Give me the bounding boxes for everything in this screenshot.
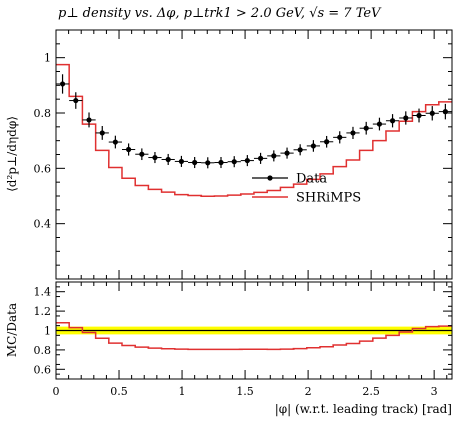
y-tick-label: 0.6 xyxy=(34,162,52,175)
ratio-y-tick-label: 1.2 xyxy=(34,305,52,318)
main-y-axis-label: ⟨d²p⊥/dηdφ⟩ xyxy=(5,116,19,192)
data-point xyxy=(403,115,409,121)
legend-label-shrimps: SHRiMPS xyxy=(296,191,361,206)
data-point xyxy=(86,117,92,123)
data-point xyxy=(205,160,211,166)
x-tick-label: 0.5 xyxy=(110,385,128,398)
x-tick-label: 3 xyxy=(431,385,438,398)
main-panel: 0.4 0.6 0.8 1 Data SHRiMPS ⟨d²p⊥/dηdφ⟩ xyxy=(5,29,453,280)
y-tick-label: 1 xyxy=(44,52,51,65)
data-point xyxy=(192,159,198,166)
data-series-group xyxy=(56,74,452,169)
data-point xyxy=(139,151,145,157)
data-point xyxy=(429,110,435,116)
x-tick-label: 0 xyxy=(53,385,60,398)
data-point xyxy=(73,97,79,104)
data-point xyxy=(257,155,264,161)
data-point xyxy=(126,146,132,153)
legend-label-data: Data xyxy=(296,172,327,187)
data-point xyxy=(218,159,224,166)
legend: Data SHRiMPS xyxy=(252,172,361,206)
data-point xyxy=(112,139,118,145)
data-point xyxy=(231,159,237,165)
data-point xyxy=(59,81,66,87)
ratio-y-tick-label: 0.8 xyxy=(34,344,52,357)
ratio-panel: 0.6 0.8 1 1.2 1.4 0 0.5 1 1.5 2 2.5 3 MC/Data |φ| … xyxy=(5,30,453,416)
chart-title: p⊥ density vs. Δφ, p⊥trk1 > 2.0 GeV, √s … xyxy=(58,6,382,21)
ratio-line-shrimps xyxy=(56,321,452,351)
main-y-label: ⟨d²p⊥/dηdφ⟩ xyxy=(5,116,19,192)
ratio-plot-frame xyxy=(55,281,453,380)
y-tick-label: 0.4 xyxy=(34,218,52,231)
ratio-y-tick-label: 1.4 xyxy=(34,286,52,299)
data-point xyxy=(350,130,356,136)
x-tick-label: 2.5 xyxy=(362,385,380,398)
ratio-y-label: MC/Data xyxy=(5,303,19,357)
data-point xyxy=(178,158,185,165)
main-y-ticks: 0.4 0.6 0.8 1 xyxy=(34,43,452,266)
data-point xyxy=(416,112,422,119)
mc-series-group xyxy=(56,63,452,198)
x-tick-label: 2 xyxy=(305,385,312,398)
data-point xyxy=(152,154,158,161)
data-point xyxy=(284,150,290,156)
x-tick-label: 1 xyxy=(179,385,186,398)
data-point xyxy=(271,153,277,159)
ratio-y-axis-label: MC/Data xyxy=(5,303,19,357)
main-series-layer xyxy=(56,63,452,198)
ratio-series-layer xyxy=(56,321,452,351)
data-point xyxy=(337,134,343,140)
y-tick-label: 0.8 xyxy=(34,107,52,120)
data-point xyxy=(244,157,250,164)
data-point xyxy=(310,143,316,149)
x-axis-label: |φ| (w.r.t. leading track) [rad] xyxy=(275,402,452,416)
data-point xyxy=(165,156,171,163)
x-tick-label: 1.5 xyxy=(236,385,254,398)
data-point xyxy=(297,147,303,153)
data-point xyxy=(363,125,369,131)
data-point xyxy=(324,139,330,145)
ratio-y-tick-label: 0.6 xyxy=(34,363,52,376)
legend-marker-data xyxy=(267,175,273,181)
data-point xyxy=(99,130,105,136)
series-line-shrimps xyxy=(56,63,452,198)
data-point xyxy=(376,121,383,127)
ratio-y-tick-label: 1 xyxy=(44,325,51,338)
data-point xyxy=(389,118,396,124)
ratio-y-ticks: 0.6 0.8 1 1.2 1.4 xyxy=(34,286,452,376)
main-plot-frame xyxy=(55,29,453,280)
